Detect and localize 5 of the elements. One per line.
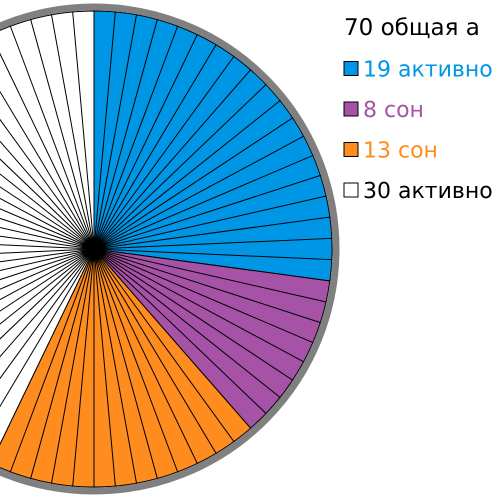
legend-title: 70 общая а <box>344 15 480 41</box>
legend-label: 8 сон <box>363 98 424 123</box>
legend-label: 19 активно <box>363 58 493 82</box>
legend-label: 30 активно <box>363 179 493 204</box>
legend-label: 13 сон <box>363 138 438 164</box>
